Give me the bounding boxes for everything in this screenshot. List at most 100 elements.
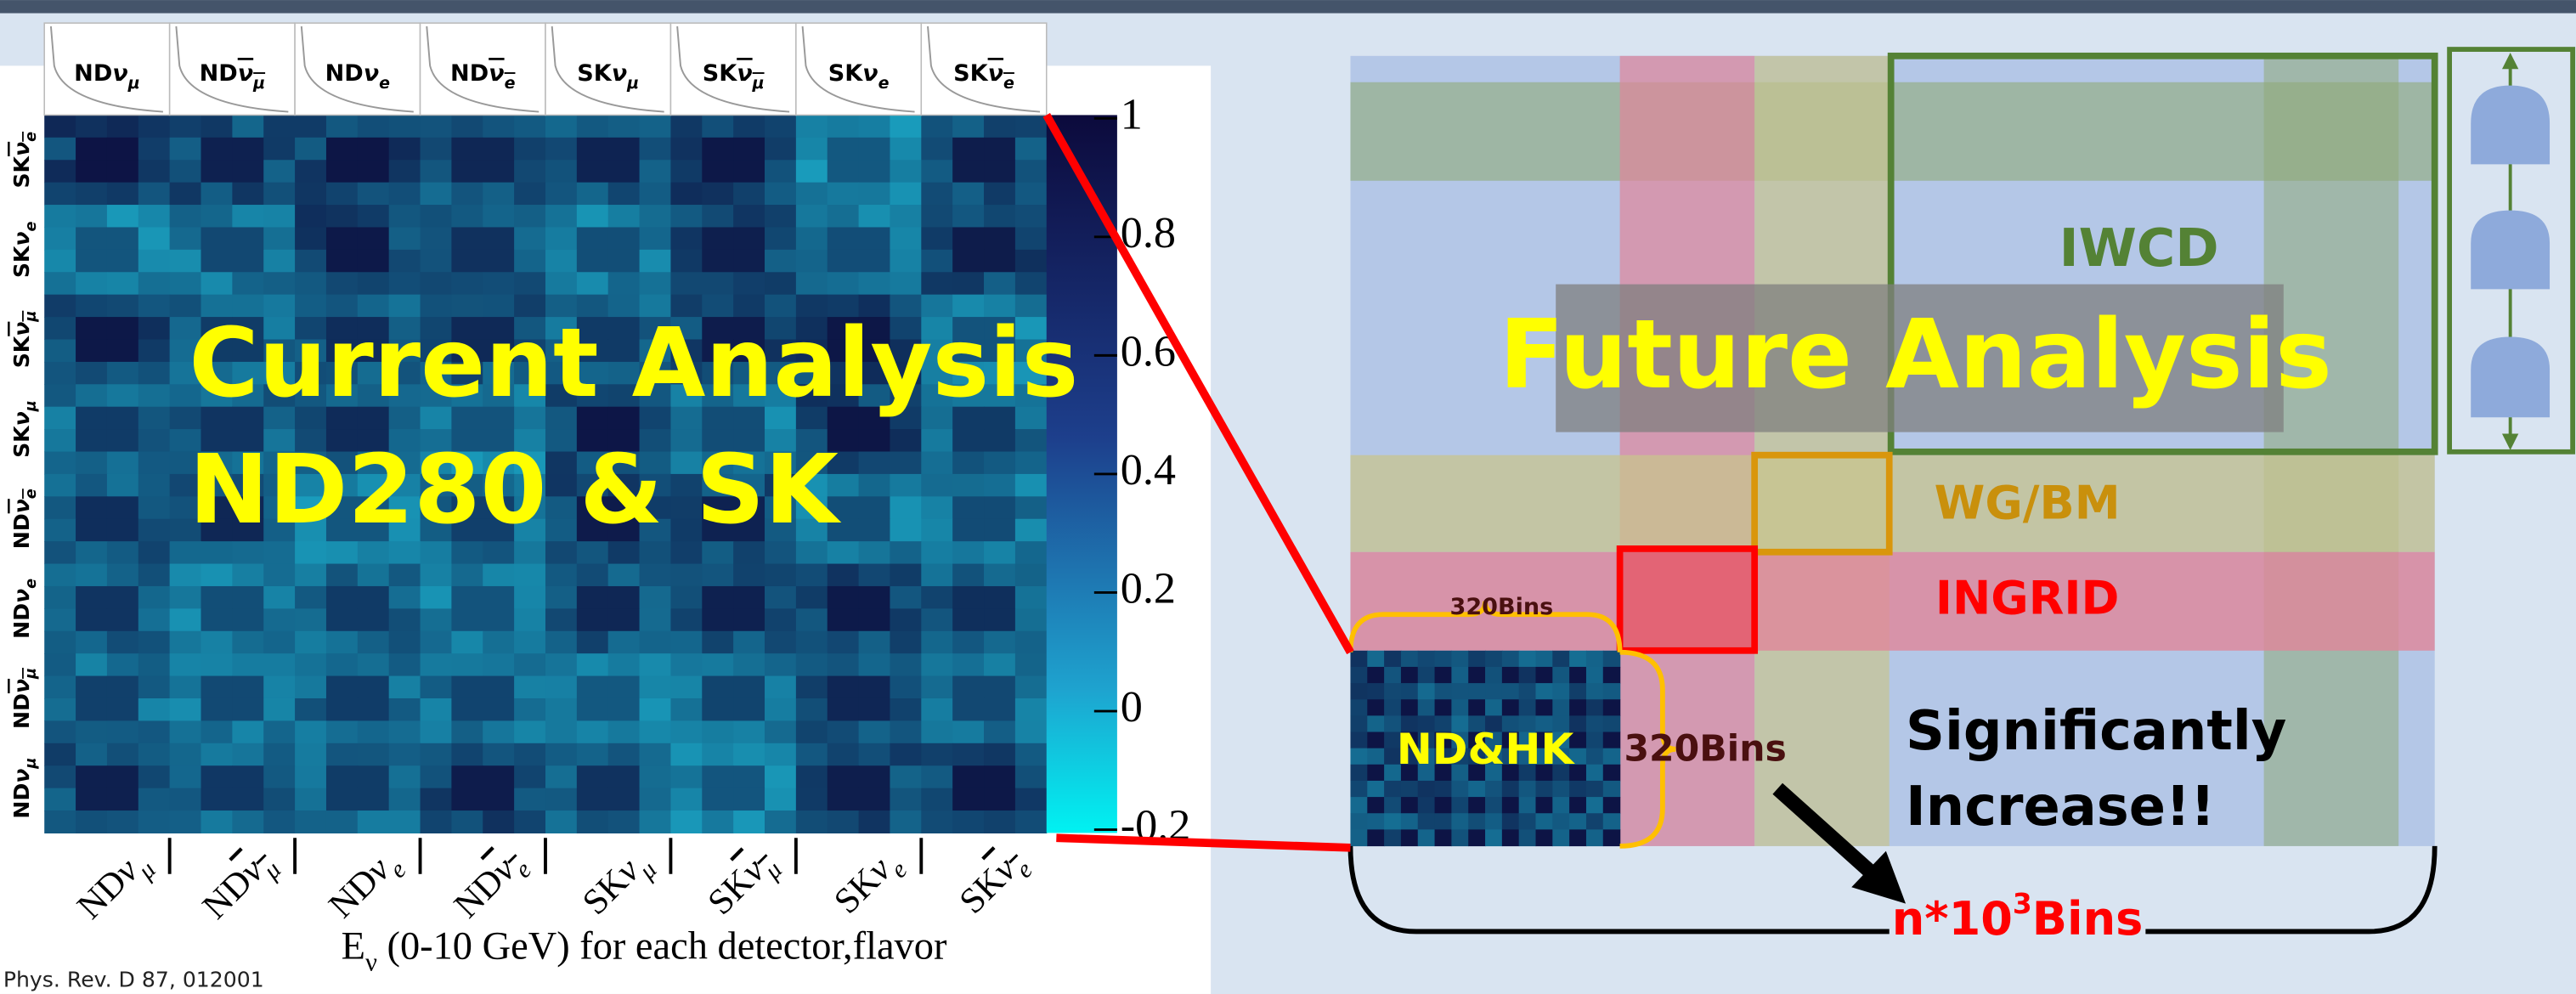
heatmap-cell (890, 205, 921, 228)
heatmap-cell (107, 765, 138, 788)
icon-tank (2471, 86, 2550, 165)
heatmap-cell (389, 272, 421, 295)
heatmap-cell (608, 272, 640, 295)
heatmap-cell (44, 788, 76, 811)
heatmap-cell (483, 250, 514, 273)
heatmap-cell (952, 810, 984, 833)
heatmap-cell (577, 720, 608, 743)
nu: ν (9, 499, 34, 513)
heatmap-cell (483, 160, 514, 183)
heatmap-cell (358, 608, 389, 631)
heatmap-cell (608, 676, 640, 699)
heatmap-cell (170, 138, 201, 161)
overlay-text: Current Analysis (189, 308, 1078, 419)
heatmap-cell (326, 115, 358, 138)
heatmap-cell (1586, 683, 1603, 700)
heatmap-cell (733, 765, 765, 788)
heatmap-cell (326, 250, 358, 273)
heatmap-cell (107, 474, 138, 497)
heatmap-cell (796, 608, 828, 631)
heatmap-cell (984, 474, 1015, 497)
heatmap-cell (1015, 250, 1047, 273)
heatmap-cell (545, 608, 577, 631)
heatmap-cell (733, 608, 765, 631)
heatmap-cell (1586, 667, 1603, 684)
nu: ν (9, 142, 34, 156)
heatmap-cell (201, 227, 233, 250)
heatmap-cell (640, 586, 671, 609)
heatmap-cell (358, 564, 389, 587)
heatmap-cell (577, 698, 608, 721)
heatmap-cell (389, 608, 421, 631)
heatmap-cell (670, 676, 702, 699)
heatmap-cell (859, 429, 890, 452)
heatmap-cell (76, 765, 107, 788)
heatmap-cell (890, 541, 921, 564)
heatmap-cell (1603, 813, 1620, 830)
heatmap-cell (514, 160, 545, 183)
heatmap-cell (796, 160, 828, 183)
heatmap-cell (640, 676, 671, 699)
heatmap-cell (421, 183, 452, 206)
heatmap-cell (451, 698, 483, 721)
heatmap-cell (1569, 699, 1586, 716)
heatmap-cell (76, 183, 107, 206)
region-label: IWCD (2059, 217, 2219, 279)
heatmap-cell (76, 541, 107, 564)
heatmap-cell (232, 608, 263, 631)
heatmap-cell (859, 541, 890, 564)
heatmap-cell (702, 160, 733, 183)
detector: ND (325, 60, 364, 87)
heatmap-cell (358, 788, 389, 811)
heatmap-cell (608, 564, 640, 587)
heatmap-cell (733, 743, 765, 766)
heatmap-cell (545, 586, 577, 609)
heatmap-cell (670, 115, 702, 138)
heatmap-cell (984, 765, 1015, 788)
heatmap-cell (44, 407, 76, 430)
heatmap-cell (483, 586, 514, 609)
heatmap-cell (765, 765, 796, 788)
heatmap-cell (828, 250, 859, 273)
heatmap-cell (733, 631, 765, 654)
nu: ν (9, 411, 34, 426)
rest: (0-10 GeV) for each detector,flavor (377, 924, 947, 968)
heatmap-cell (514, 631, 545, 654)
heatmap-cell (984, 429, 1015, 452)
heatmap-cell (828, 586, 859, 609)
heatmap-cell (859, 160, 890, 183)
heatmap-cell (577, 653, 608, 676)
heatmap-cell (1015, 474, 1047, 497)
heatmap-cell (483, 608, 514, 631)
heatmap-cell (1468, 651, 1485, 668)
heatmap-cell (1552, 651, 1569, 668)
heatmap-cell (76, 519, 107, 542)
heatmap-cell (796, 205, 828, 228)
heatmap-cell (138, 205, 170, 228)
heatmap-cell (107, 698, 138, 721)
heatmap-cell (326, 272, 358, 295)
heatmap-cell (421, 586, 452, 609)
heatmap-cell (451, 115, 483, 138)
heatmap-cell (1015, 631, 1047, 654)
heatmap-cell (263, 810, 295, 833)
heatmap-cell (921, 631, 952, 654)
heatmap-cell (1519, 651, 1536, 668)
symbol: E (342, 924, 365, 968)
heatmap-cell (1015, 720, 1047, 743)
heatmap-cell (201, 205, 233, 228)
heatmap-cell (984, 138, 1015, 161)
heatmap-cell (890, 227, 921, 250)
heatmap-cell (1350, 699, 1367, 716)
heatmap-cell (358, 765, 389, 788)
heatmap-cell (483, 810, 514, 833)
heatmap-cell (1384, 699, 1401, 716)
flavor: e (23, 132, 40, 142)
heatmap-cell (138, 138, 170, 161)
heatmap-cell (358, 138, 389, 161)
heatmap-cell (1435, 683, 1452, 700)
heatmap-cell (796, 250, 828, 273)
heatmap-cell (295, 227, 326, 250)
heatmap-cell (733, 205, 765, 228)
heatmap-cell (545, 250, 577, 273)
